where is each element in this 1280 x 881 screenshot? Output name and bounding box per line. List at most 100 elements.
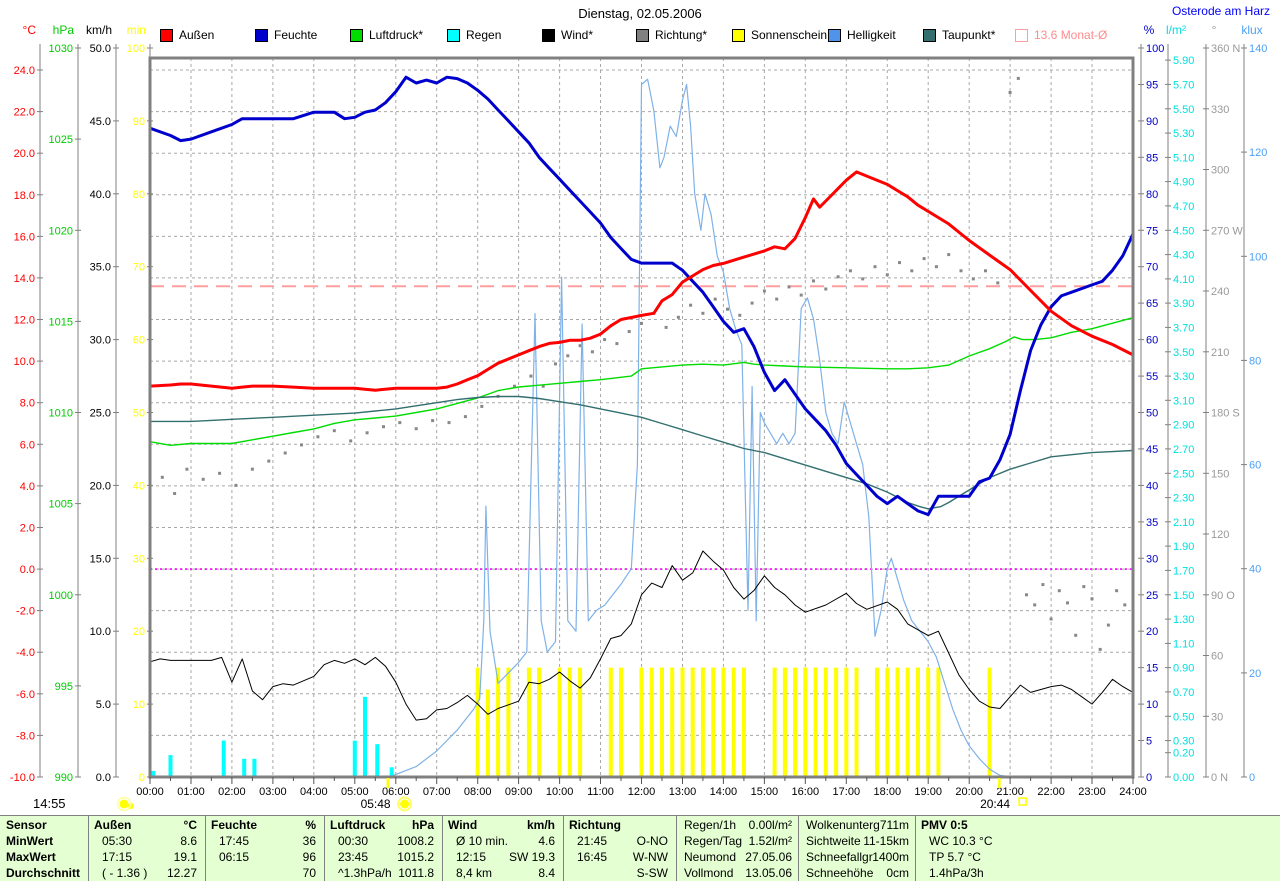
svg-text:1.90: 1.90 <box>1173 541 1194 553</box>
series-regen-bars <box>151 696 394 777</box>
svg-text:90: 90 <box>133 116 145 128</box>
svg-text:1030: 1030 <box>49 43 73 55</box>
legend-swatch-luftdruck <box>350 28 363 42</box>
svg-text:4.50: 4.50 <box>1173 225 1194 237</box>
legend-swatch-richtung <box>636 28 649 42</box>
svg-text:1010: 1010 <box>49 408 73 420</box>
table-value: 36 <box>302 834 316 848</box>
table-value: 12.27 <box>166 866 197 880</box>
legend-item-luftdruck[interactable]: Luftdruck* <box>350 28 423 42</box>
legend-item-monat[interactable]: 13.6 Monat-Ø <box>1015 28 1107 42</box>
svg-text:10.0: 10.0 <box>14 356 35 368</box>
svg-text:90: 90 <box>1146 116 1158 128</box>
svg-text:990: 990 <box>55 772 73 784</box>
svg-text:210: 210 <box>1211 347 1229 359</box>
table-value: 0cm <box>886 866 909 880</box>
svg-text:10: 10 <box>1146 699 1158 711</box>
axis-rain: 5.90 5.70 5.50 5.30 5.10 4.90 4.70 4.50 4.30 4.10… <box>1165 23 1194 784</box>
series-wind-line <box>149 550 1134 721</box>
legend-item-feuchte[interactable]: Feuchte <box>255 28 317 42</box>
sunset-sun-icon <box>1018 797 1027 806</box>
svg-text:100: 100 <box>127 43 145 55</box>
svg-text:20:00: 20:00 <box>955 786 983 798</box>
svg-text:4.70: 4.70 <box>1173 201 1194 213</box>
svg-text:13:00: 13:00 <box>669 786 697 798</box>
svg-text:24.0: 24.0 <box>14 65 35 77</box>
svg-text:10:00: 10:00 <box>546 786 574 798</box>
table-col-title: PMV 0:5 <box>921 818 968 832</box>
svg-text:50: 50 <box>1146 408 1158 420</box>
legend-item-wind[interactable]: Wind* <box>542 28 593 42</box>
svg-text:5: 5 <box>1146 736 1152 748</box>
series-richtung-dots <box>160 76 1127 651</box>
legend-label-monat: 13.6 Monat-Ø <box>1034 28 1108 42</box>
table-label: 8,4 km <box>456 866 493 880</box>
svg-text:-4.0: -4.0 <box>16 647 35 659</box>
svg-text:100: 100 <box>1249 251 1267 263</box>
legend-swatch-monat <box>1015 28 1028 42</box>
series-helligkeit-line <box>389 78 1134 778</box>
table-col-title: Luftdruck <box>330 818 386 832</box>
svg-text:20: 20 <box>1249 668 1261 680</box>
svg-text:2.10: 2.10 <box>1173 517 1194 529</box>
legend-item-sonnenschein[interactable]: Sonnenschein <box>732 28 827 42</box>
legend-label-regen: Regen <box>466 28 502 42</box>
svg-text:12:00: 12:00 <box>628 786 656 798</box>
legend-label-feuchte: Feuchte <box>274 28 318 42</box>
svg-text:00:00: 00:00 <box>136 786 164 798</box>
svg-text:0: 0 <box>1146 772 1152 784</box>
table-divider <box>88 816 89 881</box>
legend-item-helligkeit[interactable]: Helligkeit <box>828 28 896 42</box>
svg-text:18:00: 18:00 <box>874 786 902 798</box>
svg-text:150: 150 <box>1211 468 1229 480</box>
svg-text:10: 10 <box>133 699 145 711</box>
svg-text:1.50: 1.50 <box>1173 590 1194 602</box>
table-value: 8.6 <box>180 834 197 848</box>
legend-label-aussen: Außen <box>179 28 215 42</box>
current-time-sun-icon <box>116 796 134 812</box>
svg-text:995: 995 <box>55 681 73 693</box>
svg-text:50: 50 <box>133 408 145 420</box>
svg-text:19:00: 19:00 <box>914 786 942 798</box>
svg-text:15.0: 15.0 <box>90 553 111 565</box>
svg-text:min: min <box>127 23 146 37</box>
svg-text:22:00: 22:00 <box>1037 786 1065 798</box>
svg-text:95: 95 <box>1146 80 1158 92</box>
svg-text:4.90: 4.90 <box>1173 177 1194 189</box>
svg-text:-6.0: -6.0 <box>16 689 35 701</box>
table-value: 1008.2 <box>397 834 434 848</box>
svg-text:1.30: 1.30 <box>1173 614 1194 626</box>
svg-text:11:00: 11:00 <box>587 786 614 798</box>
svg-text:3.90: 3.90 <box>1173 298 1194 310</box>
axis-light: 140 120 100 80 60 40 20 0 klux <box>1241 23 1267 784</box>
legend-label-luftdruck: Luftdruck* <box>369 28 424 42</box>
svg-text:1.70: 1.70 <box>1173 565 1194 577</box>
legend-swatch-regen <box>447 28 460 42</box>
table-divider <box>915 816 916 881</box>
table-col-unit: km/h <box>526 818 555 832</box>
svg-text:2.90: 2.90 <box>1173 420 1194 432</box>
legend-item-aussen[interactable]: Außen <box>160 28 214 42</box>
table-label: Schneehöhe <box>806 866 874 880</box>
svg-text:35.0: 35.0 <box>90 262 111 274</box>
series-feuchte-line <box>148 75 1135 517</box>
table-value: S-SW <box>636 866 668 880</box>
sunset-marker: 20:44 <box>980 778 1027 811</box>
svg-text:1020: 1020 <box>49 225 73 237</box>
table-col-title: Außen <box>94 818 132 832</box>
legend-item-taupunkt[interactable]: Taupunkt* <box>923 28 995 42</box>
svg-text:3.50: 3.50 <box>1173 347 1194 359</box>
table-label: 06:15 <box>219 850 250 864</box>
svg-text:65: 65 <box>1146 298 1158 310</box>
legend-item-richtung[interactable]: Richtung* <box>636 28 707 42</box>
svg-text:100: 100 <box>1146 43 1164 55</box>
legend-label-richtung: Richtung* <box>655 28 708 42</box>
table-label: 12:15 <box>456 850 487 864</box>
table-col-title: Richtung <box>569 818 621 832</box>
svg-text:85: 85 <box>1146 152 1158 164</box>
legend-item-regen[interactable]: Regen <box>447 28 501 42</box>
svg-text:0.20: 0.20 <box>1173 748 1194 760</box>
svg-text:20.0: 20.0 <box>14 148 35 160</box>
svg-text:0.0: 0.0 <box>96 772 111 784</box>
